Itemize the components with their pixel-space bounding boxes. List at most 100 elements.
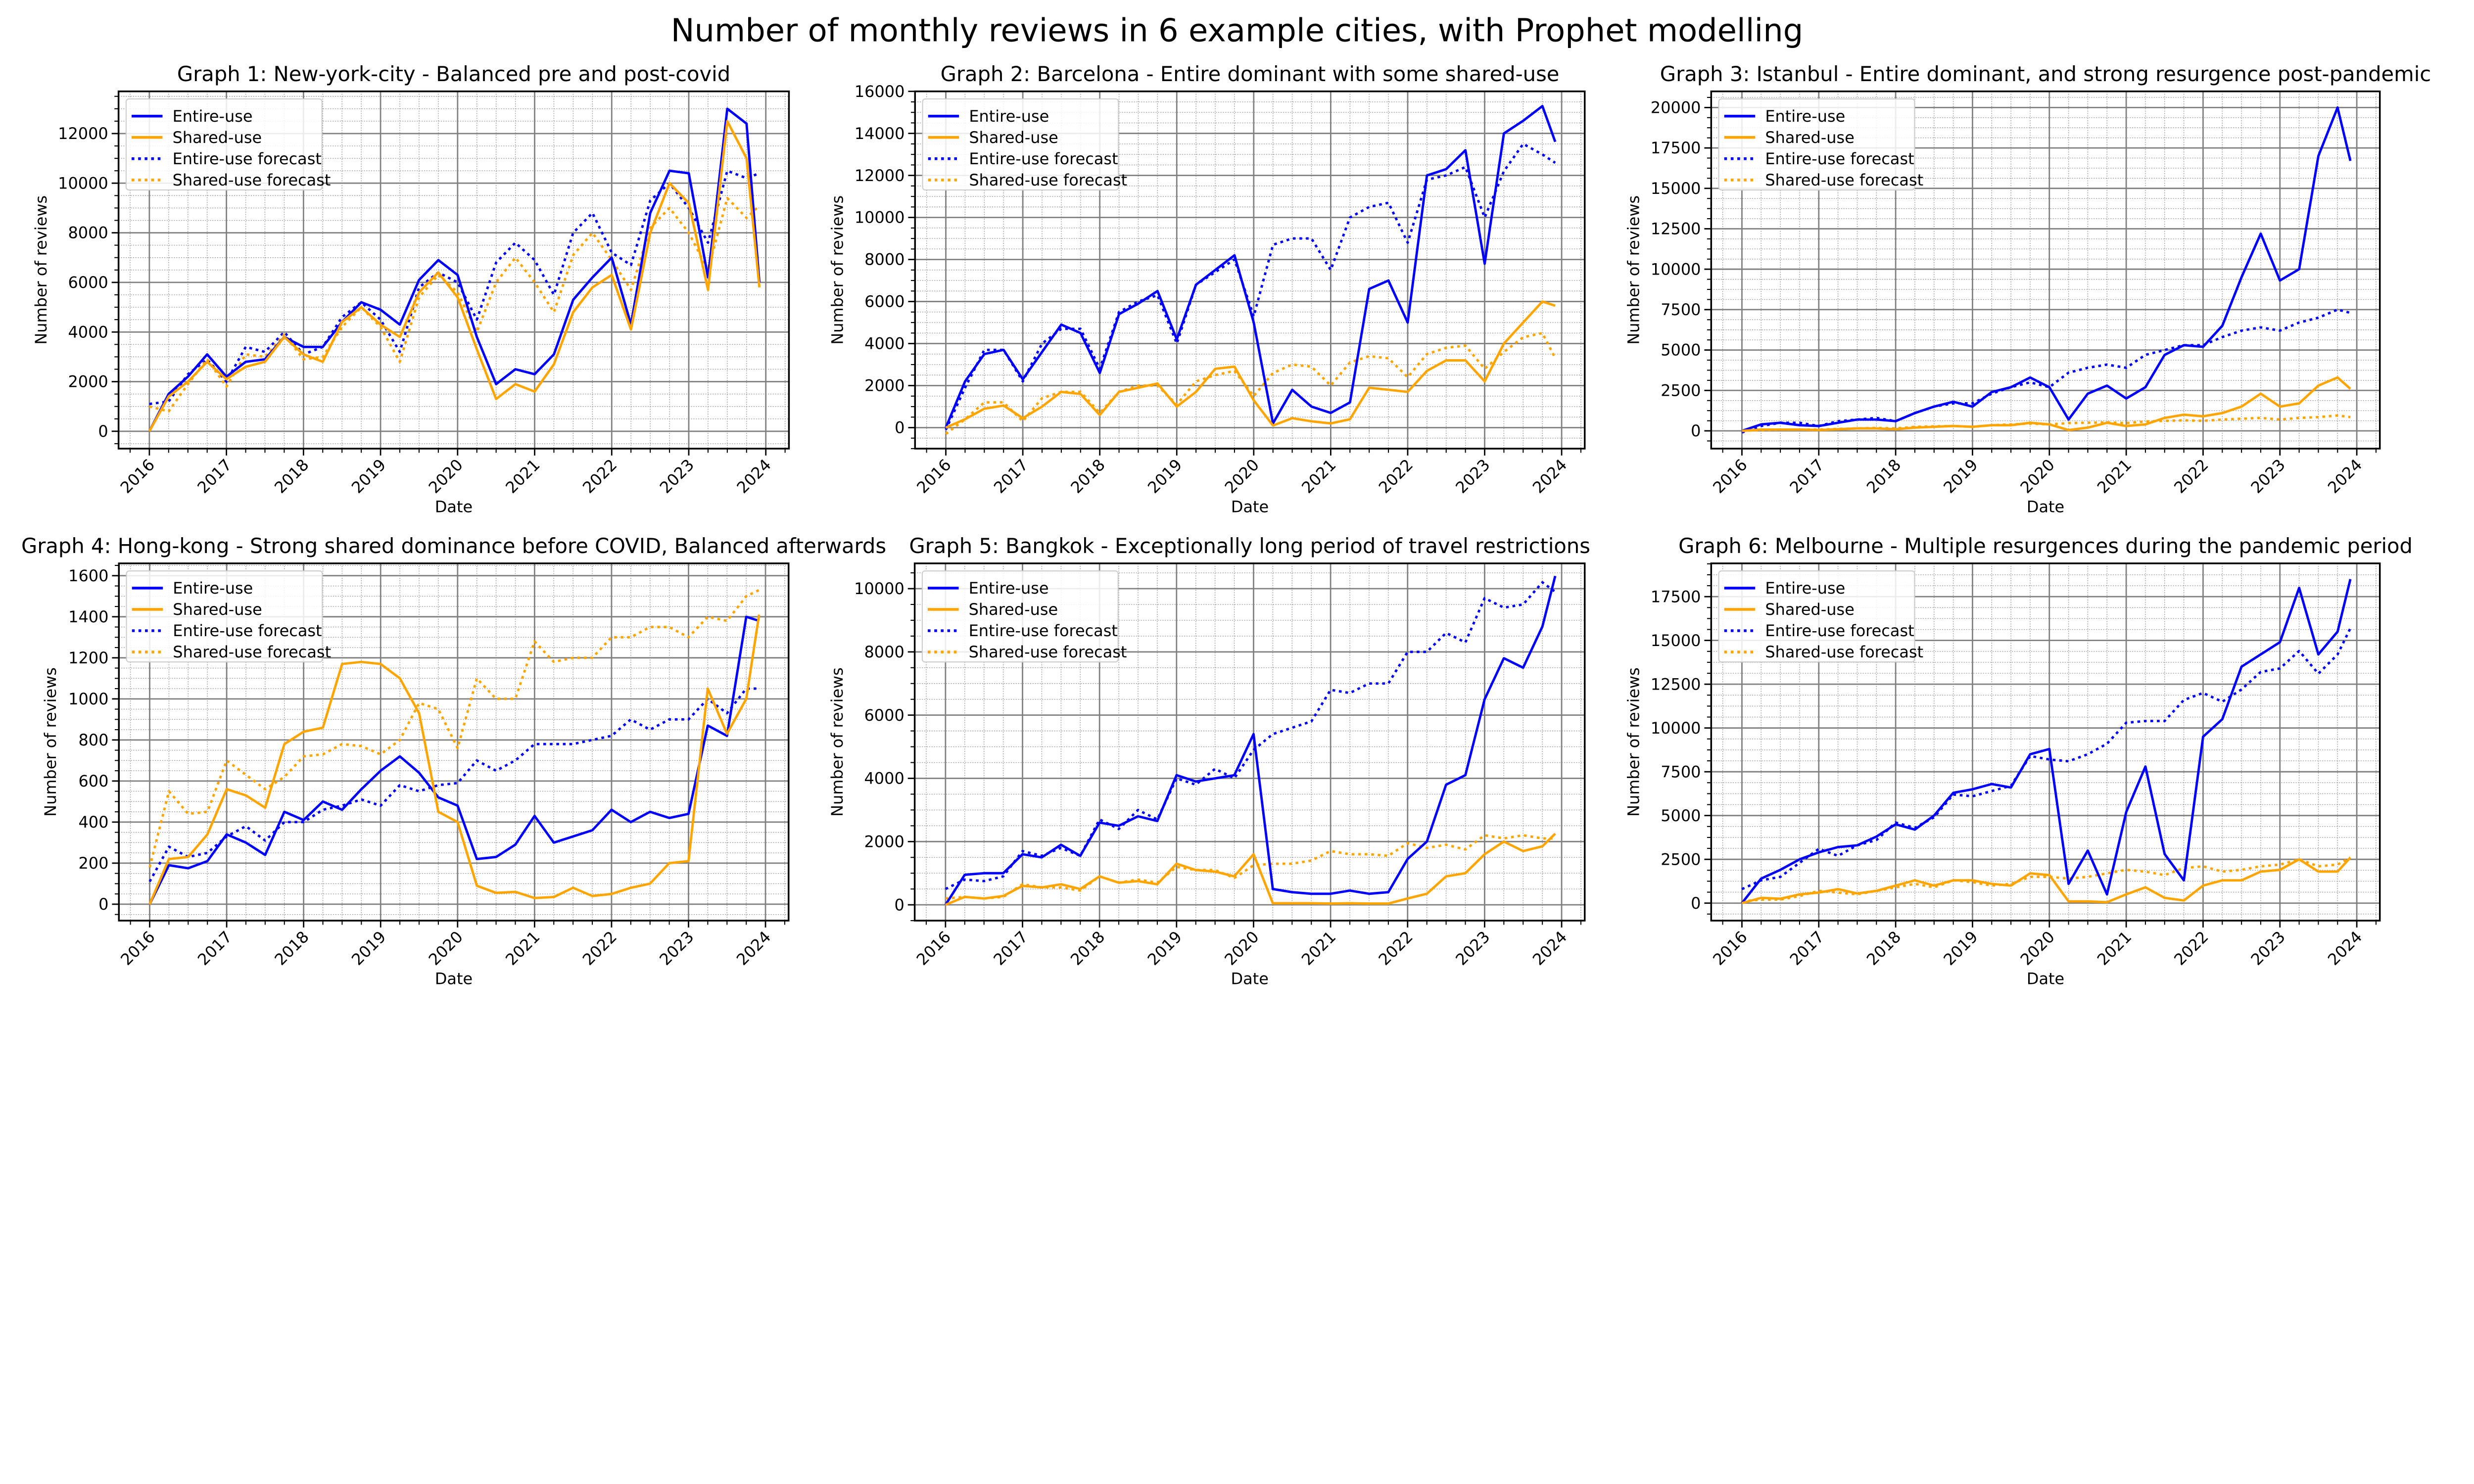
axes-frame	[913, 562, 1586, 922]
legend-box	[1718, 570, 1915, 663]
legend-label: Shared-use	[173, 600, 262, 619]
legend-label: Entire-use forecast	[969, 621, 1118, 640]
legend-box	[1718, 98, 1915, 191]
legend-label: Entire-use forecast	[1765, 149, 1914, 168]
series-group	[1741, 106, 2352, 434]
y-tick-label: 17500	[1651, 587, 1701, 606]
subplot-title: Graph 4: Hong-kong - Strong shared domin…	[21, 534, 886, 558]
y-tick-label: 800	[78, 731, 108, 749]
legend-label: Entire-use	[173, 107, 253, 126]
x-axis-label: Date	[435, 970, 473, 988]
series-line-shared-use	[1741, 857, 2351, 905]
y-tick-label: 2500	[1661, 381, 1701, 400]
y-tick-label: 10000	[855, 208, 905, 227]
y-axis-label: Number of reviews	[828, 195, 847, 345]
y-axis-label: Number of reviews	[41, 667, 60, 817]
y-tick-label: 0	[98, 895, 108, 914]
legend-label: Shared-use	[1765, 128, 1855, 147]
y-tick-label: 400	[78, 813, 108, 832]
legend: Entire-use Shared-use Entire-use forecast S…	[1718, 570, 1923, 663]
series-line-shared-use-forecast	[945, 331, 1557, 435]
legend-label: Entire-use forecast	[173, 621, 322, 640]
legend-label: Entire-use	[1765, 579, 1845, 598]
y-tick-label: 20000	[1651, 98, 1701, 117]
series-group	[1741, 579, 2352, 905]
legend-label: Shared-use forecast	[1765, 171, 1923, 189]
x-axis-label: Date	[1231, 970, 1269, 988]
series-line-entire-use-forecast	[149, 169, 760, 406]
axes-frame	[118, 562, 790, 922]
subplot-title: Graph 2: Barcelona - Entire dominant wit…	[941, 62, 1560, 86]
grid	[112, 563, 789, 928]
y-tick-label: 6000	[864, 706, 904, 725]
y-tick-label: 8000	[864, 250, 904, 269]
legend-label: Shared-use forecast	[969, 643, 1127, 661]
y-tick-label: 0	[1691, 421, 1701, 440]
y-tick-label: 5000	[1661, 806, 1701, 825]
y-tick-label: 6000	[68, 273, 108, 292]
series-group	[148, 589, 761, 905]
y-tick-label: 7500	[1661, 762, 1701, 781]
y-tick-label: 200	[78, 854, 108, 873]
x-axis-label: Date	[2027, 497, 2064, 516]
y-tick-label: 10000	[58, 174, 108, 192]
y-tick-label: 10000	[1651, 260, 1701, 278]
axes-frame	[1710, 562, 2381, 922]
legend: Entire-use Shared-use Entire-use forecast S…	[921, 570, 1127, 663]
y-tick-label: 4000	[864, 334, 904, 353]
x-axis-label: Date	[435, 497, 473, 516]
subplot-title: Graph 1: New-york-city - Balanced pre an…	[177, 62, 730, 86]
legend-label: Shared-use forecast	[969, 171, 1127, 189]
series-line-shared-use-forecast	[148, 589, 760, 868]
series-line-entire-use	[944, 575, 1557, 906]
grid	[1704, 563, 2380, 928]
y-tick-label: 8000	[68, 224, 108, 242]
legend-label: Entire-use	[969, 579, 1049, 598]
series-line-shared-use	[148, 614, 761, 905]
legend-label: Shared-use	[969, 128, 1058, 147]
legend-label: Shared-use	[1765, 600, 1855, 619]
y-tick-label: 4000	[864, 769, 904, 788]
y-tick-label: 0	[98, 422, 108, 441]
series-line-shared-use	[1742, 376, 2351, 432]
y-tick-label: 6000	[864, 292, 904, 311]
y-tick-label: 0	[894, 895, 904, 914]
x-axis-label: Date	[1231, 497, 1269, 516]
legend-box	[921, 570, 1119, 663]
series-group	[148, 107, 761, 432]
y-tick-label: 2000	[864, 832, 904, 851]
y-tick-label: 15000	[1651, 179, 1701, 198]
y-tick-label: 12000	[58, 124, 108, 143]
legend-label: Shared-use forecast	[173, 643, 331, 661]
subplot-title: Graph 3: Istanbul - Entire dominant, and…	[1660, 62, 2431, 86]
y-tick-label: 1400	[68, 607, 108, 626]
y-tick-label: 1600	[68, 566, 108, 585]
legend: Entire-use Shared-use Entire-use forecast S…	[125, 98, 331, 191]
legend-label: Entire-use	[173, 579, 253, 598]
legend-label: Shared-use	[969, 600, 1058, 619]
series-line-shared-use	[945, 833, 1556, 906]
y-axis-label: Number of reviews	[828, 667, 847, 817]
y-tick-label: 15000	[1651, 631, 1701, 650]
legend-label: Shared-use	[173, 128, 262, 147]
y-tick-label: 14000	[855, 124, 905, 143]
series-line-entire-use	[1741, 106, 2352, 432]
legend-label: Shared-use forecast	[173, 171, 331, 189]
legend-box	[125, 98, 323, 191]
series-line-shared-use	[148, 120, 761, 432]
y-tick-label: 12500	[1651, 675, 1701, 694]
legend: Entire-use Shared-use Entire-use forecast S…	[922, 98, 1127, 191]
y-tick-label: 1200	[68, 649, 108, 667]
series-line-entire-use-forecast	[148, 687, 760, 882]
series-line-entire-use	[148, 107, 761, 432]
axes-frame	[117, 90, 790, 450]
series-line-shared-use	[945, 300, 1556, 429]
series-group	[944, 575, 1557, 906]
y-tick-label: 10000	[1651, 719, 1701, 738]
legend-label: Shared-use forecast	[1765, 643, 1923, 661]
subplot-2: Graph 2: Barcelona - Entire dominant wit…	[828, 62, 1586, 516]
figure-title: Number of monthly reviews in 6 example c…	[671, 12, 1804, 49]
y-tick-label: 2000	[68, 372, 108, 391]
legend-label: Entire-use forecast	[969, 149, 1118, 168]
y-tick-label: 10000	[854, 579, 904, 598]
